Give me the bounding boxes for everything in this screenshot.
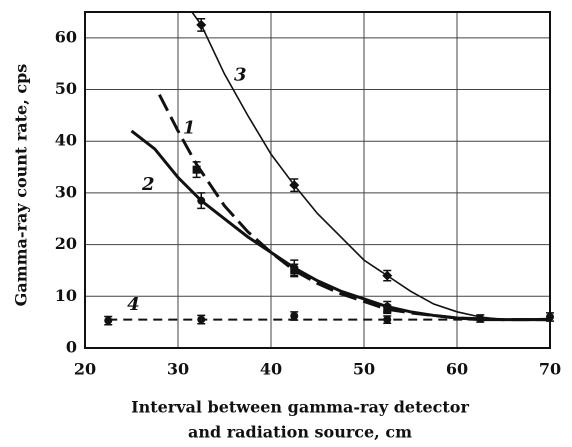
- curve-label: 3: [234, 65, 247, 86]
- marker: [546, 312, 554, 321]
- marker: [197, 196, 206, 205]
- marker: [290, 311, 299, 320]
- curve: [130, 129, 550, 322]
- y-tick-label: 20: [55, 234, 77, 253]
- x-tick-label: 30: [167, 360, 189, 379]
- y-tick-label: 0: [66, 338, 77, 357]
- marker: [383, 315, 392, 324]
- marker: [476, 314, 485, 323]
- y-axis-label: Gamma-ray count rate, cps: [12, 64, 31, 307]
- curve-label: 4: [127, 294, 140, 315]
- x-tick-label: 60: [446, 360, 468, 379]
- curve: [191, 12, 550, 321]
- curve-label: 1: [183, 117, 196, 138]
- x-axis-label: and radiation source, cm: [188, 423, 412, 442]
- marker: [289, 180, 300, 191]
- x-tick-label: 70: [539, 360, 561, 379]
- x-tick-label: 50: [353, 360, 375, 379]
- curve-label: 2: [141, 174, 155, 195]
- x-axis-label: Interval between gamma-ray detector: [131, 398, 469, 417]
- marker: [383, 302, 392, 311]
- marker: [382, 270, 393, 281]
- y-tick-label: 60: [55, 27, 77, 46]
- marker: [290, 263, 299, 272]
- marker: [104, 316, 113, 325]
- y-tick-label: 50: [55, 79, 77, 98]
- x-tick-label: 40: [260, 360, 282, 379]
- marker: [197, 315, 206, 324]
- marker: [196, 19, 207, 30]
- plot-frame: [84, 11, 551, 349]
- curve: [158, 94, 550, 322]
- marker: [192, 165, 201, 174]
- y-tick-label: 40: [55, 131, 77, 150]
- y-tick-label: 30: [55, 182, 77, 201]
- y-tick-label: 10: [55, 286, 77, 305]
- x-tick-label: 20: [74, 360, 96, 379]
